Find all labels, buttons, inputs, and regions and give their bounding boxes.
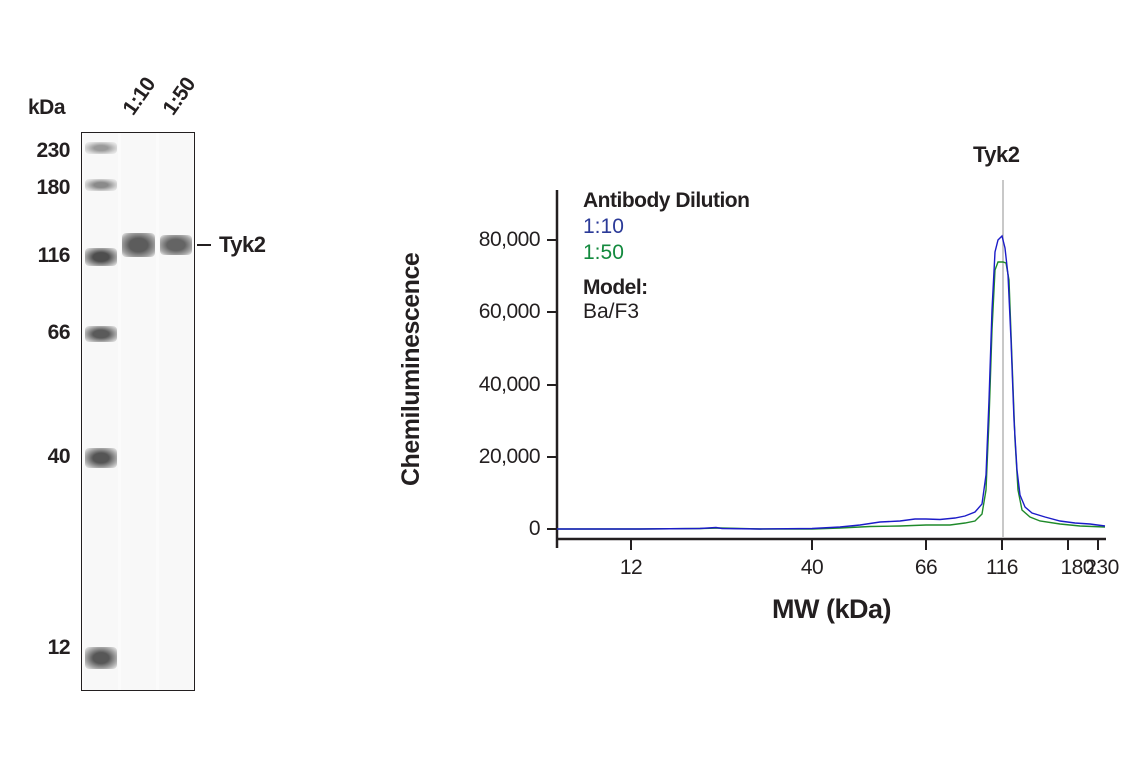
ladder-12: 12 bbox=[47, 636, 71, 659]
ladder-40: 40 bbox=[47, 445, 71, 468]
tyk2-band-label: Tyk2 bbox=[219, 232, 266, 257]
series-1-50-line bbox=[557, 261, 1106, 530]
y-ticks bbox=[547, 239, 557, 530]
legend-model-value: Ba/F3 bbox=[583, 300, 640, 323]
ladder-band-116 bbox=[85, 248, 117, 266]
y-tick-40000: 40,000 bbox=[478, 373, 541, 396]
x-tick-66: 66 bbox=[914, 556, 938, 579]
x-ticks bbox=[630, 539, 1099, 550]
series-1-10-line bbox=[557, 234, 1106, 530]
x-tick-230: 230 bbox=[1085, 556, 1119, 579]
ladder-band-40 bbox=[85, 448, 117, 468]
x-tick-40: 40 bbox=[800, 556, 824, 579]
x-tick-116: 116 bbox=[986, 556, 1018, 579]
lane-1-50 bbox=[159, 133, 193, 690]
ladder-116: 116 bbox=[37, 244, 71, 267]
ladder-band-12 bbox=[85, 647, 117, 669]
ladder-66: 66 bbox=[47, 321, 71, 344]
x-axis-label: MW (kDa) bbox=[772, 594, 892, 624]
y-tick-60000: 60,000 bbox=[478, 300, 541, 323]
ladder-180: 180 bbox=[36, 176, 70, 199]
legend-entry-1-10: 1:10 bbox=[583, 215, 624, 238]
tyk2-pointer-line bbox=[197, 244, 211, 246]
y-tick-80000: 80,000 bbox=[478, 228, 541, 251]
ladder-lane bbox=[84, 133, 118, 690]
tyk2-band-1-10 bbox=[122, 233, 155, 257]
chart-peak-title: Tyk2 bbox=[973, 142, 1020, 167]
lane-1-10 bbox=[121, 133, 156, 690]
legend-model-title: Model: bbox=[583, 276, 648, 299]
ladder-band-66 bbox=[85, 326, 117, 342]
legend-entry-1-50: 1:50 bbox=[583, 241, 624, 264]
kda-label: kDa bbox=[28, 96, 66, 119]
x-tick-180: 180 bbox=[1060, 556, 1094, 579]
gel-image bbox=[81, 132, 195, 691]
ladder-band-180 bbox=[85, 179, 117, 191]
legend-title: Antibody Dilution bbox=[583, 189, 750, 212]
tyk2-band-1-50 bbox=[160, 235, 192, 255]
x-tick-12: 12 bbox=[619, 556, 643, 579]
y-tick-20000: 20,000 bbox=[478, 445, 541, 468]
ladder-230: 230 bbox=[36, 139, 70, 162]
ladder-band-230 bbox=[85, 142, 117, 154]
y-tick-0: 0 bbox=[528, 517, 541, 540]
